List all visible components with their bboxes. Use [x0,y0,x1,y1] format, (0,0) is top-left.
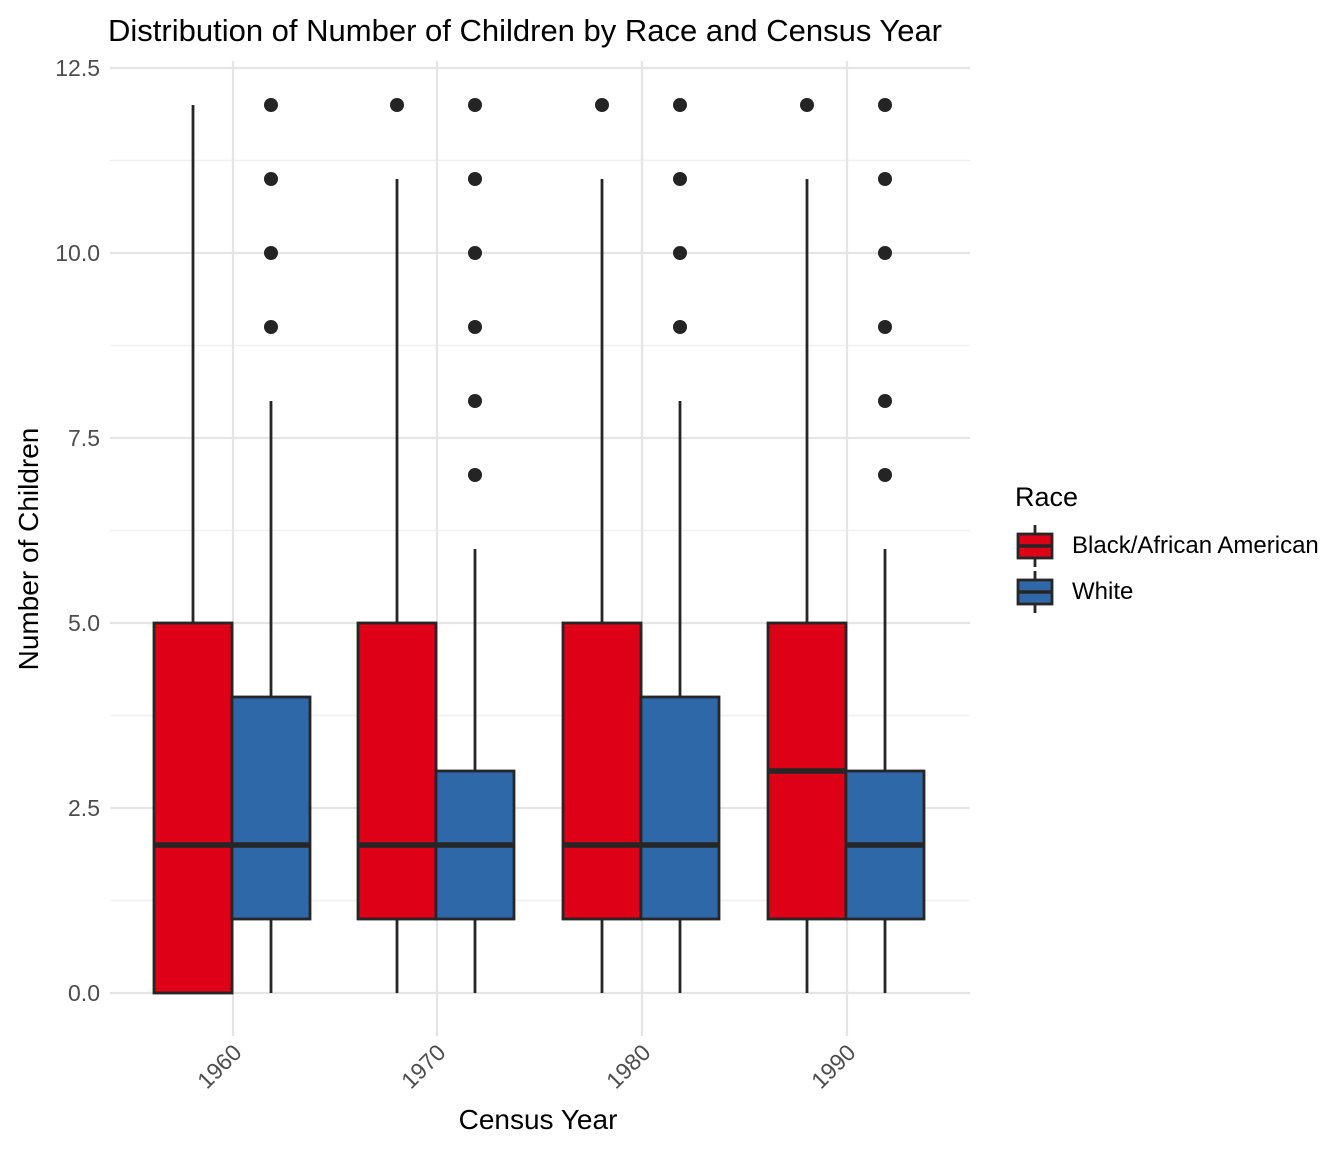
box-black-1980 [561,621,643,921]
outlier-dot-black-1980-12 [595,98,609,112]
y-tick-label: 7.5 [68,425,100,451]
outlier-dot-white-1960-12 [264,98,278,112]
legend: Race Black/African American White [1015,482,1319,615]
y-tick-label: 5.0 [68,610,100,636]
outlier-dot-black-1990-12 [800,98,814,112]
box-black-1970 [356,621,438,921]
outlier-dot-white-1990-8 [878,394,892,408]
outlier-dot-white-1970-11 [468,172,482,186]
box-white-1960 [230,695,312,921]
y-axis-title: Number of Children [13,427,44,671]
x-tick-label: 1970 [396,1039,451,1094]
boxplot-key-icon [1016,571,1054,613]
legend-title: Race [1015,482,1079,512]
outlier-dot-white-1990-12 [878,98,892,112]
legend-label: White [1072,578,1134,605]
outlier-dot-white-1990-7 [878,468,892,482]
x-tick-label: 1990 [806,1039,861,1094]
y-tick-label: 0.0 [68,980,100,1006]
outlier-dot-white-1980-10 [673,246,687,260]
y-tick-label: 2.5 [68,795,100,821]
x-tick-label: 1960 [192,1039,247,1094]
outlier-dot-white-1980-12 [673,98,687,112]
outlier-dot-white-1970-8 [468,394,482,408]
outlier-dot-white-1980-11 [673,172,687,186]
outlier-dot-white-1990-10 [878,246,892,260]
box-black-1960 [152,621,234,995]
outlier-dot-white-1960-11 [264,172,278,186]
legend-item-black-african-american: Black/African American [1015,523,1319,569]
box-white-1980 [639,695,721,921]
y-tick-label: 10.0 [55,240,100,266]
outlier-dot-white-1970-9 [468,320,482,334]
chart-title: Distribution of Number of Children by Ra… [108,13,943,48]
x-tick-label: 1980 [601,1039,656,1094]
outlier-dot-white-1990-9 [878,320,892,334]
outlier-dot-black-1970-12 [390,98,404,112]
outlier-dot-white-1970-12 [468,98,482,112]
outlier-dot-white-1980-9 [673,320,687,334]
outlier-dot-white-1990-11 [878,172,892,186]
outlier-dot-white-1970-7 [468,468,482,482]
boxplot-key-icon [1016,525,1054,567]
x-axis-title: Census Year [458,1104,618,1135]
outlier-dot-white-1960-10 [264,246,278,260]
legend-item-white: White [1015,569,1319,615]
y-tick-label: 12.5 [55,55,100,81]
outlier-dot-white-1960-9 [264,320,278,334]
legend-label: Black/African American [1072,532,1319,559]
outlier-dot-white-1970-10 [468,246,482,260]
